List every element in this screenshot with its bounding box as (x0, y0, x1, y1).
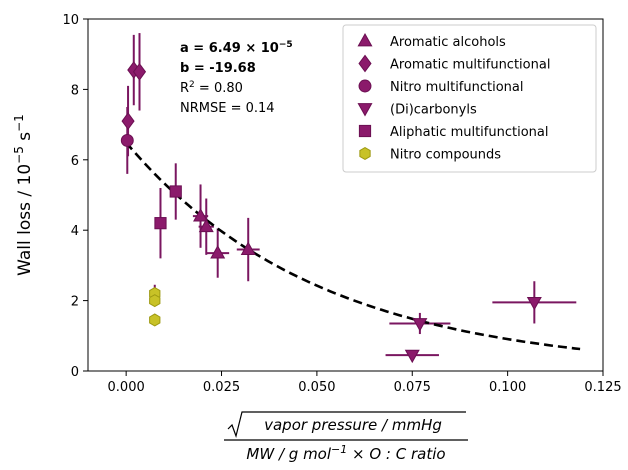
y-tick-label: 4 (71, 224, 79, 239)
data-point (121, 112, 135, 130)
y-tick-label: 6 (71, 154, 79, 169)
legend-marker (358, 124, 372, 138)
x-axis-label-denominator-b: × O : C ratio (347, 445, 445, 463)
x-axis-label-denominator-a: MW / g mol (246, 445, 331, 463)
legend-label: Nitro multifunctional (390, 80, 524, 95)
legend-marker (358, 79, 372, 93)
y-tick-label: 2 (71, 295, 79, 310)
y-axis-label-exp2: −1 (12, 114, 26, 132)
legend-label: Nitro compounds (390, 148, 501, 163)
y-axis-label-unit: s (15, 132, 35, 146)
data-point (132, 62, 147, 81)
legend-marker (358, 54, 372, 73)
x-tick-label: 0.100 (489, 380, 526, 395)
sqrt-sign (227, 411, 466, 439)
x-tick-label: 0.075 (394, 380, 431, 395)
x-tick-label: 0.025 (203, 380, 240, 395)
data-point (149, 313, 161, 327)
annotation-sup: 2 (189, 80, 195, 90)
y-axis-label-base: Wall loss / 10 (15, 164, 35, 276)
legend-marker (359, 146, 371, 161)
legend-label: Aromatic alcohols (390, 35, 506, 50)
data-point (120, 133, 134, 147)
legend-label: Aliphatic multifunctional (390, 125, 548, 140)
x-axis-ticks: 0.000 0.025 0.050 0.075 0.100 0.125 (108, 371, 622, 395)
legend-box (342, 24, 597, 173)
legend-label: Aromatic multifunctional (390, 58, 550, 73)
annotation-text: b = -19.68 (180, 61, 256, 76)
x-axis-label-numerator: vapor pressure / mmHg (264, 416, 442, 434)
y-tick-label: 10 (62, 13, 79, 28)
data-point (412, 318, 428, 332)
data-point (169, 185, 182, 198)
x-axis-label: vapor pressure / mmHg MW / g mol−1 × O :… (224, 411, 468, 464)
annotation-suffix: = 0.80 (195, 81, 243, 96)
annotation-line: a = 6.49 × 10−5 (180, 40, 293, 56)
data-point (193, 208, 209, 222)
y-axis-ticks: 0 2 4 6 8 10 (62, 13, 88, 380)
data-markers (120, 61, 542, 364)
annotation-line: b = -19.68 (180, 61, 256, 76)
annotation-text: NRMSE = 0.14 (180, 101, 275, 116)
data-point (154, 217, 167, 230)
x-axis-label-denominator: MW / g mol−1 × O : C ratio (246, 443, 445, 464)
x-tick-label: 0.125 (584, 380, 621, 395)
data-point (240, 241, 256, 255)
x-axis-label-denominator-exp: −1 (331, 443, 347, 456)
data-point (404, 349, 420, 364)
legend-marker (357, 103, 373, 117)
y-tick-label: 0 (71, 365, 79, 380)
legend-label: (Di)carbonyls (390, 103, 477, 118)
legend-marker (357, 32, 373, 47)
annotation-line: NRMSE = 0.14 (180, 101, 275, 116)
annotation-text: R (180, 81, 189, 96)
legend: Aromatic alcohols Aromatic multifunctiona… (342, 24, 597, 173)
data-point (526, 296, 542, 311)
data-point (149, 294, 161, 308)
y-tick-label: 8 (71, 83, 79, 98)
annotation-line: R2 = 0.80 (180, 80, 243, 96)
annotation-sup: −5 (279, 40, 293, 50)
x-tick-label: 0.050 (298, 380, 335, 395)
fit-annotation: a = 6.49 × 10−5 b = -19.68 R2 = 0.80 NRMSE … (180, 40, 293, 116)
y-axis-label: Wall loss / 10−5 s−1 (12, 114, 35, 276)
data-point (210, 245, 226, 259)
annotation-text: a = 6.49 × 10 (180, 41, 279, 56)
data-point (198, 218, 214, 233)
x-tick-label: 0.000 (108, 380, 145, 395)
y-axis-label-exp1: −5 (12, 146, 26, 164)
